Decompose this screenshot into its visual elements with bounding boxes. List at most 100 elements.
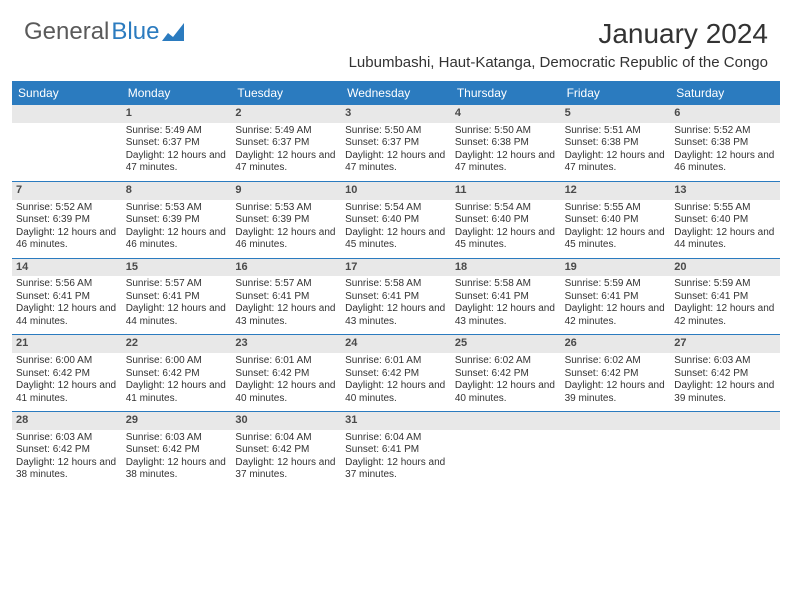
- sunset-text: Sunset: 6:42 PM: [126, 444, 228, 457]
- sunset-text: Sunset: 6:42 PM: [235, 444, 337, 457]
- daylight-text: Daylight: 12 hours and 45 minutes.: [565, 227, 667, 252]
- header: GeneralBlue January 2024 Lubumbashi, Hau…: [0, 0, 792, 75]
- day-cell: 28Sunrise: 6:03 AMSunset: 6:42 PMDayligh…: [12, 412, 122, 488]
- day-number: 11: [451, 182, 561, 200]
- sunrise-text: Sunrise: 5:59 AM: [565, 278, 667, 291]
- daylight-text: Daylight: 12 hours and 44 minutes.: [126, 303, 228, 328]
- day-number: 23: [231, 335, 341, 353]
- sunset-text: Sunset: 6:37 PM: [235, 137, 337, 150]
- sunset-text: Sunset: 6:42 PM: [16, 368, 118, 381]
- day-number: 21: [12, 335, 122, 353]
- daylight-text: Daylight: 12 hours and 41 minutes.: [16, 380, 118, 405]
- daylight-text: Daylight: 12 hours and 44 minutes.: [16, 303, 118, 328]
- calendar: Sunday Monday Tuesday Wednesday Thursday…: [0, 75, 792, 488]
- daylight-text: Daylight: 12 hours and 40 minutes.: [345, 380, 447, 405]
- day-number: 17: [341, 259, 451, 277]
- sunrise-text: Sunrise: 6:04 AM: [235, 432, 337, 445]
- sunset-text: Sunset: 6:37 PM: [345, 137, 447, 150]
- logo: GeneralBlue: [24, 18, 184, 46]
- sunset-text: Sunset: 6:41 PM: [674, 291, 776, 304]
- daylight-text: Daylight: 12 hours and 38 minutes.: [126, 457, 228, 482]
- day-cell: 14Sunrise: 5:56 AMSunset: 6:41 PMDayligh…: [12, 259, 122, 335]
- sunrise-text: Sunrise: 5:52 AM: [16, 202, 118, 215]
- day-number: 29: [122, 412, 232, 430]
- daylight-text: Daylight: 12 hours and 46 minutes.: [16, 227, 118, 252]
- day-cell: 5Sunrise: 5:51 AMSunset: 6:38 PMDaylight…: [561, 105, 671, 181]
- day-cell: 2Sunrise: 5:49 AMSunset: 6:37 PMDaylight…: [231, 105, 341, 181]
- sunrise-text: Sunrise: 5:49 AM: [126, 125, 228, 138]
- day-number: 10: [341, 182, 451, 200]
- sunrise-text: Sunrise: 5:50 AM: [345, 125, 447, 138]
- day-cell: 16Sunrise: 5:57 AMSunset: 6:41 PMDayligh…: [231, 259, 341, 335]
- day-cell: 3Sunrise: 5:50 AMSunset: 6:37 PMDaylight…: [341, 105, 451, 181]
- daylight-text: Daylight: 12 hours and 39 minutes.: [565, 380, 667, 405]
- day-cell: 27Sunrise: 6:03 AMSunset: 6:42 PMDayligh…: [670, 335, 780, 411]
- day-cell: 6Sunrise: 5:52 AMSunset: 6:38 PMDaylight…: [670, 105, 780, 181]
- daylight-text: Daylight: 12 hours and 46 minutes.: [674, 150, 776, 175]
- day-cell: 26Sunrise: 6:02 AMSunset: 6:42 PMDayligh…: [561, 335, 671, 411]
- day-cell: 1Sunrise: 5:49 AMSunset: 6:37 PMDaylight…: [122, 105, 232, 181]
- day-cell: [12, 105, 122, 181]
- week-row: 1Sunrise: 5:49 AMSunset: 6:37 PMDaylight…: [12, 105, 780, 182]
- sunrise-text: Sunrise: 5:49 AM: [235, 125, 337, 138]
- sunset-text: Sunset: 6:39 PM: [16, 214, 118, 227]
- day-cell: 7 Sunrise: 5:52 AMSunset: 6:39 PMDaylight…: [12, 182, 122, 258]
- day-cell: 23Sunrise: 6:01 AMSunset: 6:42 PMDayligh…: [231, 335, 341, 411]
- logo-text-1: General: [24, 18, 109, 46]
- week-row: 21Sunrise: 6:00 AMSunset: 6:42 PMDayligh…: [12, 335, 780, 412]
- daylight-text: Daylight: 12 hours and 47 minutes.: [565, 150, 667, 175]
- daylight-text: Daylight: 12 hours and 38 minutes.: [16, 457, 118, 482]
- daylight-text: Daylight: 12 hours and 42 minutes.: [565, 303, 667, 328]
- sunrise-text: Sunrise: 5:55 AM: [674, 202, 776, 215]
- daylight-text: Daylight: 12 hours and 45 minutes.: [455, 227, 557, 252]
- sunset-text: Sunset: 6:38 PM: [455, 137, 557, 150]
- day-header-row: Sunday Monday Tuesday Wednesday Thursday…: [12, 81, 780, 105]
- day-cell: [451, 412, 561, 488]
- day-cell: 25Sunrise: 6:02 AMSunset: 6:42 PMDayligh…: [451, 335, 561, 411]
- sunrise-text: Sunrise: 5:53 AM: [235, 202, 337, 215]
- weeks-container: 1Sunrise: 5:49 AMSunset: 6:37 PMDaylight…: [12, 105, 780, 488]
- daylight-text: Daylight: 12 hours and 40 minutes.: [235, 380, 337, 405]
- day-number: 5: [561, 105, 671, 123]
- day-label-thu: Thursday: [451, 81, 561, 105]
- sunset-text: Sunset: 6:41 PM: [126, 291, 228, 304]
- daylight-text: Daylight: 12 hours and 46 minutes.: [235, 227, 337, 252]
- sunset-text: Sunset: 6:42 PM: [16, 444, 118, 457]
- daylight-text: Daylight: 12 hours and 46 minutes.: [126, 227, 228, 252]
- day-cell: 21 Sunrise: 6:00 AMSunset: 6:42 PMDayligh…: [12, 335, 122, 411]
- day-cell: 19Sunrise: 5:59 AMSunset: 6:41 PMDayligh…: [561, 259, 671, 335]
- day-cell: [561, 412, 671, 488]
- sunrise-text: Sunrise: 6:03 AM: [674, 355, 776, 368]
- day-label-sat: Saturday: [670, 81, 780, 105]
- sunset-text: Sunset: 6:42 PM: [126, 368, 228, 381]
- sunset-text: Sunset: 6:42 PM: [565, 368, 667, 381]
- day-number: 31: [341, 412, 451, 430]
- day-number: 20: [670, 259, 780, 277]
- sunset-text: Sunset: 6:41 PM: [565, 291, 667, 304]
- sunrise-text: Sunrise: 5:55 AM: [565, 202, 667, 215]
- sunrise-text: Sunrise: 5:58 AM: [345, 278, 447, 291]
- daylight-text: Daylight: 12 hours and 43 minutes.: [345, 303, 447, 328]
- day-number: 25: [451, 335, 561, 353]
- day-cell: 15Sunrise: 5:57 AMSunset: 6:41 PMDayligh…: [122, 259, 232, 335]
- daylight-text: Daylight: 12 hours and 47 minutes.: [235, 150, 337, 175]
- sunrise-text: Sunrise: 6:00 AM: [16, 355, 118, 368]
- day-cell: 8Sunrise: 5:53 AMSunset: 6:39 PMDaylight…: [122, 182, 232, 258]
- day-number: 7: [12, 182, 122, 200]
- day-label-fri: Friday: [561, 81, 671, 105]
- day-cell: 17Sunrise: 5:58 AMSunset: 6:41 PMDayligh…: [341, 259, 451, 335]
- sunset-text: Sunset: 6:42 PM: [235, 368, 337, 381]
- sunset-text: Sunset: 6:42 PM: [455, 368, 557, 381]
- day-number: 24: [341, 335, 451, 353]
- day-number: [12, 105, 122, 123]
- daylight-text: Daylight: 12 hours and 41 minutes.: [126, 380, 228, 405]
- month-title: January 2024: [349, 18, 768, 50]
- day-cell: 9Sunrise: 5:53 AMSunset: 6:39 PMDaylight…: [231, 182, 341, 258]
- sunset-text: Sunset: 6:41 PM: [235, 291, 337, 304]
- sunset-text: Sunset: 6:38 PM: [674, 137, 776, 150]
- day-number: [670, 412, 780, 430]
- sunset-text: Sunset: 6:41 PM: [455, 291, 557, 304]
- daylight-text: Daylight: 12 hours and 42 minutes.: [674, 303, 776, 328]
- day-cell: 20Sunrise: 5:59 AMSunset: 6:41 PMDayligh…: [670, 259, 780, 335]
- day-number: 22: [122, 335, 232, 353]
